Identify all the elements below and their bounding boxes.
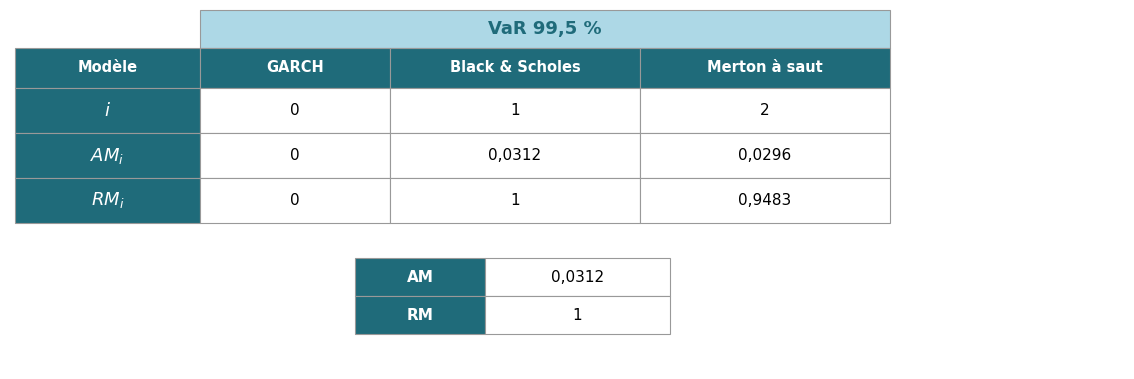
Bar <box>15 178 200 223</box>
Text: $\mathit{AM}_{\mathit{i}}$: $\mathit{AM}_{\mathit{i}}$ <box>91 146 125 166</box>
Bar <box>640 178 890 223</box>
Bar <box>640 133 890 178</box>
Bar <box>390 178 640 223</box>
Text: 0: 0 <box>290 193 299 208</box>
Bar <box>640 48 890 88</box>
Bar <box>355 296 485 334</box>
Text: GARCH: GARCH <box>266 61 324 75</box>
Text: 1: 1 <box>510 193 519 208</box>
Bar <box>200 10 890 48</box>
Bar <box>485 258 670 296</box>
Text: VaR 99,5 %: VaR 99,5 % <box>489 20 602 38</box>
Text: 0: 0 <box>290 148 299 163</box>
Text: 1: 1 <box>510 103 519 118</box>
Text: Modèle: Modèle <box>77 61 137 75</box>
Bar <box>15 48 200 88</box>
Text: $\mathit{i}$: $\mathit{i}$ <box>104 102 111 119</box>
Text: 0,0296: 0,0296 <box>738 148 792 163</box>
Text: 0: 0 <box>290 103 299 118</box>
Text: Black & Scholes: Black & Scholes <box>449 61 581 75</box>
Text: 1: 1 <box>573 307 583 323</box>
Text: AM: AM <box>407 269 433 285</box>
Text: Merton à saut: Merton à saut <box>708 61 823 75</box>
Text: $\mathit{RM}_{\mathit{i}}$: $\mathit{RM}_{\mathit{i}}$ <box>91 191 125 210</box>
Text: 2: 2 <box>760 103 770 118</box>
Bar <box>390 88 640 133</box>
Bar <box>485 296 670 334</box>
Bar <box>15 88 200 133</box>
Bar <box>200 48 390 88</box>
Bar <box>200 133 390 178</box>
Bar <box>200 178 390 223</box>
Bar <box>200 88 390 133</box>
Text: 0,9483: 0,9483 <box>738 193 792 208</box>
Bar <box>640 88 890 133</box>
Text: 0,0312: 0,0312 <box>489 148 542 163</box>
Text: 0,0312: 0,0312 <box>551 269 604 285</box>
Bar <box>390 133 640 178</box>
Bar <box>355 258 485 296</box>
Bar <box>390 48 640 88</box>
Text: RM: RM <box>407 307 433 323</box>
Bar <box>15 133 200 178</box>
